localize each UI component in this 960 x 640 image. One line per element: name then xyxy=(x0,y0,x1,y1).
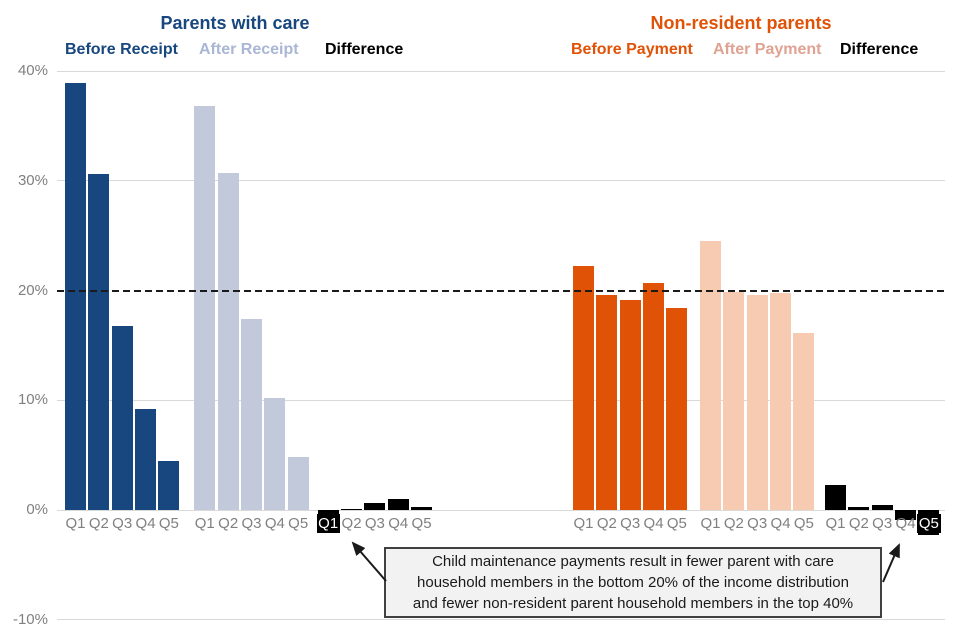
bar-p0-before-receipt-q4 xyxy=(135,409,157,510)
bar-p0-before-receipt-q1 xyxy=(65,83,86,510)
legend-before-payment: Before Payment xyxy=(571,41,693,58)
y-tick-label: 30% xyxy=(17,171,48,189)
legend-after-payment: After Payment xyxy=(713,41,822,58)
x-label-q2: Q2 xyxy=(88,515,109,532)
bar-p0-before-receipt-q2 xyxy=(88,174,110,510)
bar-p1-before-payment-q2 xyxy=(596,294,618,510)
gridline-0% xyxy=(57,509,945,511)
bar-p0-before-receipt-q5 xyxy=(158,460,180,510)
x-label-q5: Q5 xyxy=(666,515,687,532)
bar-p0-difference-q4 xyxy=(387,499,409,510)
y-tick-label: 0% xyxy=(26,501,48,518)
annotation-box: Child maintenance payments result in few… xyxy=(384,547,882,618)
x-label-q5: Q5 xyxy=(411,515,432,532)
bar-p1-difference-q4 xyxy=(895,510,916,520)
x-label-q1: Q1 xyxy=(316,514,340,533)
x-label-q2: Q2 xyxy=(723,515,744,532)
x-label-q1: Q1 xyxy=(65,515,86,532)
x-label-q2: Q2 xyxy=(218,515,239,532)
bar-p0-difference-q2 xyxy=(341,508,363,510)
gridline-30% xyxy=(57,180,945,182)
panel-title-non-resident-parents: Non-resident parents xyxy=(650,13,832,33)
x-label-q1: Q1 xyxy=(700,515,721,532)
arrow-to-q5 xyxy=(882,543,900,583)
bar-p1-after-payment-q5 xyxy=(793,333,815,510)
y-tick-label: 20% xyxy=(17,281,48,299)
x-label-q4: Q4 xyxy=(895,515,916,532)
annotation-line-2: household members in the bottom 20% of t… xyxy=(417,574,849,591)
y-tick-label: 10% xyxy=(17,391,48,409)
bar-p0-difference-q5 xyxy=(411,506,433,510)
legend-before-receipt: Before Receipt xyxy=(65,41,178,58)
x-label-q4: Q4 xyxy=(770,515,791,532)
bar-p1-after-payment-q1 xyxy=(700,241,721,510)
annotation-line-1: Child maintenance payments result in few… xyxy=(432,553,834,570)
x-label-q3: Q3 xyxy=(620,515,641,532)
bar-p1-after-payment-q3 xyxy=(746,294,768,510)
x-label-q2: Q2 xyxy=(848,515,869,532)
bar-p0-after-receipt-q4 xyxy=(264,398,286,510)
x-label-q4: Q4 xyxy=(388,515,409,532)
bar-p1-after-payment-q2 xyxy=(723,291,745,510)
bar-p1-after-payment-q4 xyxy=(770,292,791,510)
bar-p1-difference-q1 xyxy=(825,484,846,510)
x-label-q1: Q1 xyxy=(825,515,846,532)
legend-difference-right: Difference xyxy=(840,41,919,58)
y-tick-label: 40% xyxy=(17,62,48,79)
x-label-q3: Q3 xyxy=(872,515,893,532)
gridline-10% xyxy=(57,399,945,401)
bar-p1-before-payment-q4 xyxy=(643,282,664,510)
x-label-q4: Q4 xyxy=(643,515,664,532)
x-label-q3: Q3 xyxy=(112,515,133,532)
x-label-q4: Q4 xyxy=(135,515,156,532)
y-tick-label: -10% xyxy=(12,610,48,628)
x-label-q5: Q5 xyxy=(917,514,941,533)
bar-p1-before-payment-q3 xyxy=(619,300,641,510)
bar-p1-difference-q2 xyxy=(848,506,870,510)
x-label-q5: Q5 xyxy=(288,515,309,532)
x-label-q3: Q3 xyxy=(241,515,262,532)
arrow-to-q1 xyxy=(351,541,387,582)
x-label-q2: Q2 xyxy=(341,515,362,532)
x-label-q2: Q2 xyxy=(596,515,617,532)
bar-p0-after-receipt-q1 xyxy=(194,106,216,510)
gridline-40% xyxy=(57,70,945,72)
x-label-q5: Q5 xyxy=(793,515,814,532)
x-label-q4: Q4 xyxy=(264,515,285,532)
bar-p0-after-receipt-q2 xyxy=(217,173,239,510)
legend-after-receipt: After Receipt xyxy=(199,41,299,58)
bar-p1-before-payment-q1 xyxy=(573,266,594,510)
bar-p0-after-receipt-q5 xyxy=(287,457,309,510)
bar-p1-before-payment-q5 xyxy=(666,308,688,510)
bar-p0-difference-q3 xyxy=(364,503,386,510)
x-label-q1: Q1 xyxy=(573,515,594,532)
reference-line-20pct xyxy=(57,289,945,292)
bar-p0-before-receipt-q3 xyxy=(111,325,133,510)
x-label-q3: Q3 xyxy=(364,515,385,532)
x-label-q1: Q1 xyxy=(194,515,215,532)
x-label-q3: Q3 xyxy=(747,515,768,532)
legend-difference-left: Difference xyxy=(325,41,404,58)
panel-title-parents-with-care: Parents with care xyxy=(160,13,310,33)
bar-p1-difference-q3 xyxy=(871,504,893,510)
annotation-line-3: and fewer non-resident parent household … xyxy=(412,595,854,612)
gridline--10% xyxy=(57,619,945,621)
bar-p0-after-receipt-q3 xyxy=(241,319,262,510)
x-label-q5: Q5 xyxy=(158,515,179,532)
